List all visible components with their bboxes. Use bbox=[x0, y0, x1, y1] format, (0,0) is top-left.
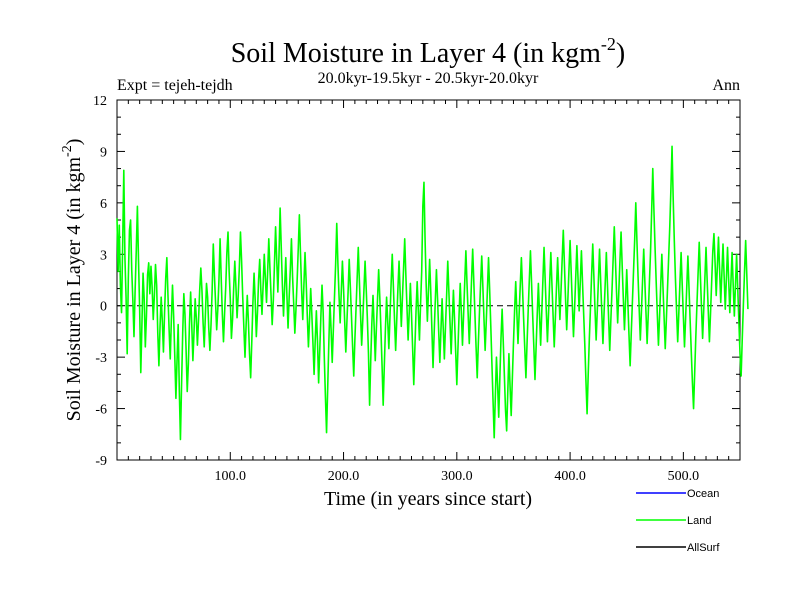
chart-title: Soil Moisture in Layer 4 (in kgm-2) bbox=[231, 34, 626, 69]
y-tick-label: 12 bbox=[93, 94, 107, 109]
y-axis-title-close: ) bbox=[63, 139, 85, 146]
chart-subtitle: 20.0kyr-19.5kyr - 20.5kyr-20.0kyr bbox=[318, 70, 539, 87]
y-axis: -9 -6 -3 0 3 6 9 12 bbox=[93, 94, 740, 469]
x-tick-label: 300.0 bbox=[441, 469, 473, 484]
series-group bbox=[116, 145, 749, 441]
chart-title-close: ) bbox=[616, 38, 625, 69]
x-tick-label: 100.0 bbox=[215, 469, 247, 484]
season-label: Ann bbox=[712, 77, 740, 94]
legend-label-land: Land bbox=[687, 515, 711, 527]
chart-title-superscript: -2 bbox=[601, 34, 616, 54]
y-tick-label: 3 bbox=[100, 248, 107, 263]
x-tick-label: 500.0 bbox=[668, 469, 700, 484]
legend-label-allsurf: AllSurf bbox=[687, 542, 720, 554]
y-tick-label: -9 bbox=[95, 454, 107, 469]
x-axis-title: Time (in years since start) bbox=[324, 488, 532, 510]
x-axis: 100.0 200.0 300.0 400.0 500.0 bbox=[127, 100, 730, 484]
legend: Ocean Land AllSurf bbox=[636, 488, 720, 554]
x-tick-label: 400.0 bbox=[554, 469, 586, 484]
y-tick-label: 0 bbox=[100, 300, 107, 315]
y-tick-label: -6 bbox=[95, 403, 107, 418]
y-tick-label: -3 bbox=[95, 351, 107, 366]
x-tick-label: 200.0 bbox=[328, 469, 360, 484]
legend-label-ocean: Ocean bbox=[687, 488, 719, 500]
y-axis-title: Soil Moisture in Layer 4 (in kgm-2) bbox=[60, 139, 85, 422]
y-axis-title-superscript: -2 bbox=[60, 145, 75, 157]
y-tick-label: 9 bbox=[100, 145, 107, 160]
expt-label: Expt = tejeh-tejdh bbox=[117, 77, 233, 94]
plot-frame bbox=[116, 99, 741, 461]
y-tick-label: 6 bbox=[100, 197, 107, 212]
series-line-land bbox=[116, 145, 749, 441]
